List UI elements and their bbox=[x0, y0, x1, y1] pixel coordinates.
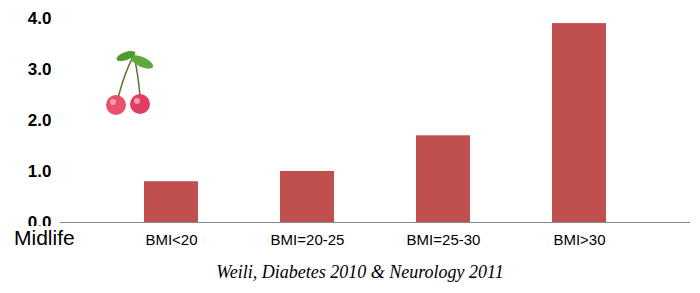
html-text:Midlife: Midlife bbox=[14, 226, 75, 249]
svg-text:BMI>30: BMI>30 bbox=[553, 231, 605, 248]
svg-text:1.0: 1.0 bbox=[28, 162, 52, 181]
svg-text:BMI=25-30: BMI=25-30 bbox=[407, 231, 481, 248]
svg-text:BMI<20: BMI<20 bbox=[145, 231, 197, 248]
svg-text:0.0: 0.0 bbox=[27, 212, 52, 232]
svg-text:BMI=20-25: BMI=20-25 bbox=[271, 231, 345, 248]
svg-text:2.0: 2.0 bbox=[28, 111, 52, 130]
svg-text:3.0: 3.0 bbox=[28, 60, 52, 79]
svg-text:4.0: 4.0 bbox=[28, 9, 52, 28]
html-text:Weili, Diabetes 2010 & Neurolo: Weili, Diabetes 2010 & Neurology 2011 bbox=[216, 262, 504, 282]
